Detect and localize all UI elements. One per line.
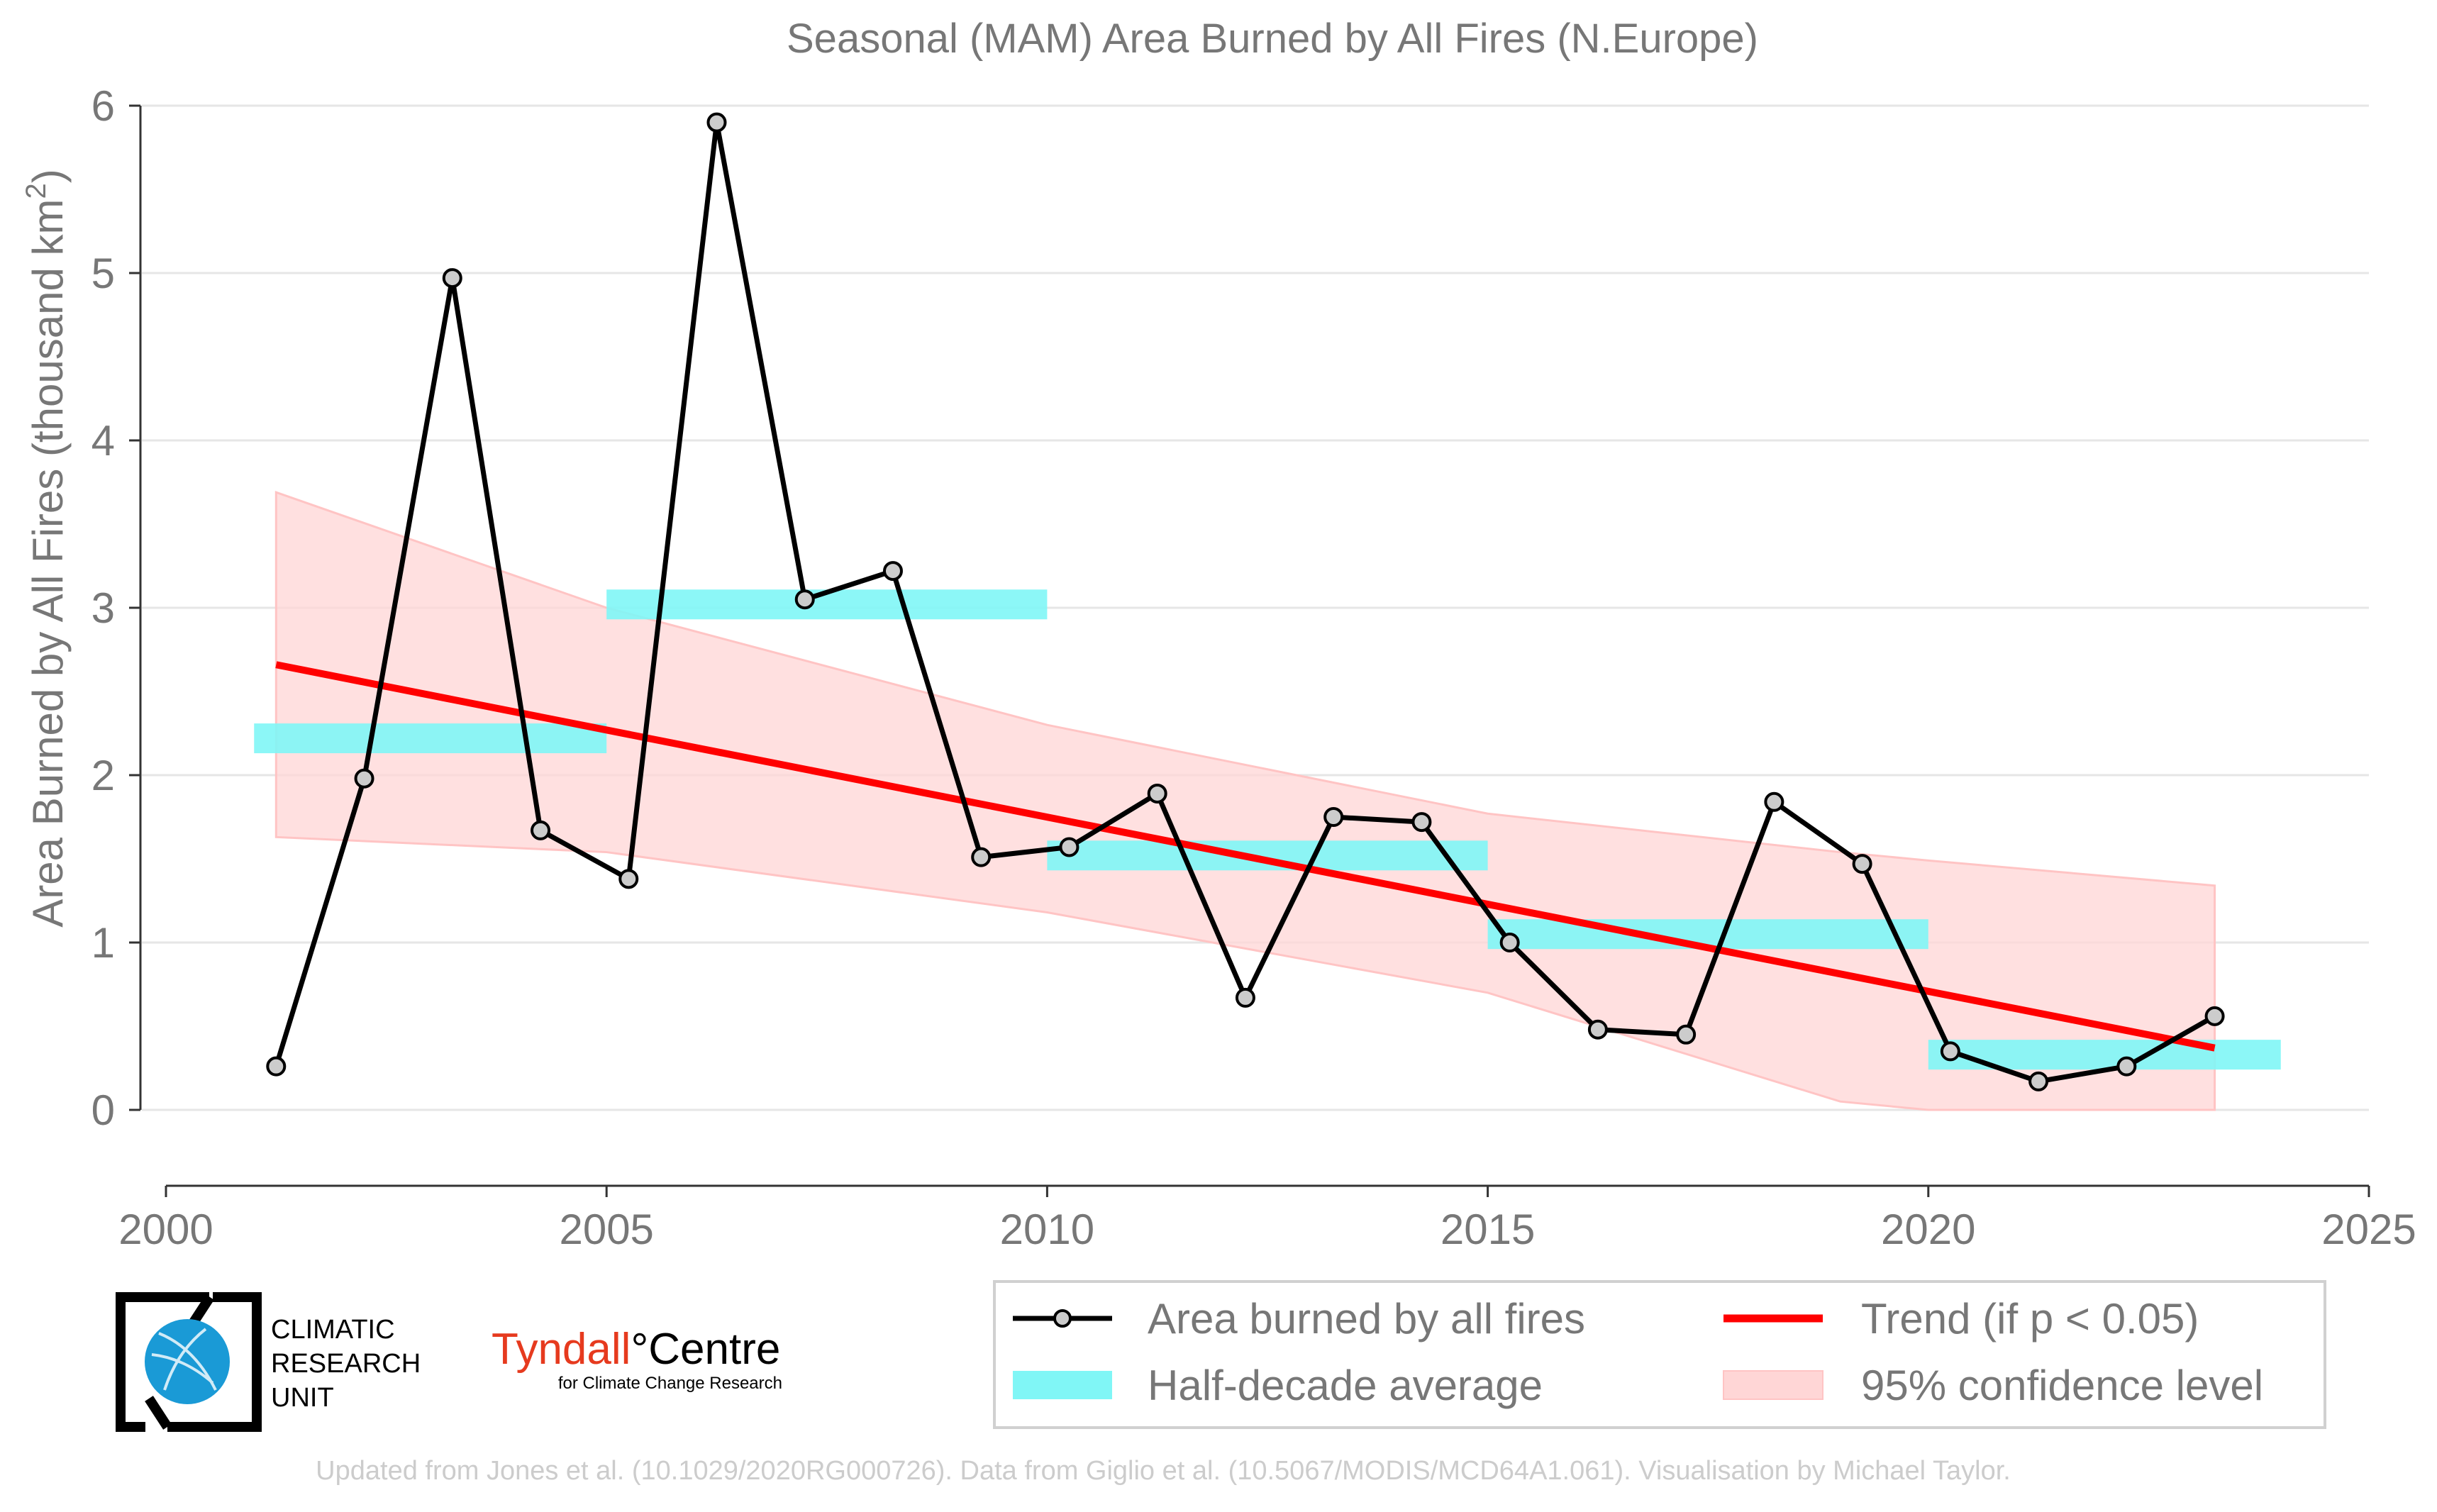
data-point [1764,791,1784,812]
y-axis-label: Area Burned by All Fires (thousand km2) [21,169,72,927]
x-tick-label: 2015 [1440,1206,1535,1253]
x-tick-label: 2025 [2321,1206,2416,1253]
y-tick-label: 3 [91,584,115,632]
area-burned-series [266,112,2225,1091]
data-point [1940,1041,1960,1062]
tyndall-centre-logo: Tyndall°Centre for Climate Change Resear… [492,1325,782,1393]
data-point [882,561,903,582]
data-point [1676,1024,1697,1045]
data-point [1147,783,1167,804]
half-decade-bar [1487,919,1928,950]
legend-label-half-decade: Half-decade average [1148,1362,1543,1409]
data-point [266,1056,287,1077]
data-point [971,847,992,867]
cru-logo: CLIMATIC RESEARCH UNIT [116,1292,421,1432]
data-point [1059,837,1079,857]
trend-line-group [275,661,2216,1052]
y-axis-label-superscript: 2 [21,183,52,199]
data-point [2028,1071,2049,1091]
cru-name-line3: UNIT [271,1383,334,1413]
x-tick-label: 2005 [559,1206,653,1253]
globe-icon [145,1319,230,1404]
footer-credits: Updated from Jones et al. (10.1029/2020R… [316,1456,2011,1486]
axes: 0 1 2 3 4 5 6 2000 2005 2010 2015 2020 2025 [91,82,2416,1253]
legend-label-confidence: 95% confidence level [1861,1362,2263,1409]
x-tick-label: 2010 [1000,1206,1094,1253]
tyndall-degree: ° [631,1325,648,1374]
y-tick-label: 5 [91,250,115,297]
legend-frame [993,1280,2326,1429]
data-point [2116,1056,2137,1077]
tyndall-centre-word: Centre [648,1325,780,1374]
y-axis-label-close: ) [24,169,72,183]
tyndall-name: Tyndall°Centre [492,1325,780,1374]
half-decade-bar [1047,840,1488,871]
data-point [794,589,815,610]
half-decade-bar [254,723,607,754]
legend-label-trend: Trend (if p < 0.05) [1861,1295,2199,1343]
cru-name-line2: RESEARCH [271,1349,421,1379]
data-point [1235,987,1255,1008]
data-point [354,768,374,789]
half-decade-bar [1928,1040,2281,1070]
chart-title: Seasonal (MAM) Area Burned by All Fires … [787,16,1758,62]
data-point [706,112,727,133]
cru-name-line1: CLIMATIC [271,1315,395,1345]
x-tick-label: 2020 [1881,1206,1975,1253]
legend: Area burned by all fires Half-decade ave… [993,1280,2326,1429]
globe-icon-meridians [151,1328,217,1391]
cru-logo-slash-bottom [145,1396,172,1430]
trend-line [275,661,2216,1052]
data-point [1323,807,1344,827]
x-tick-label: 2000 [118,1206,213,1253]
y-tick-label: 1 [91,919,115,967]
y-tick-label: 4 [91,417,115,465]
data-point [1411,812,1432,833]
y-tick-label: 2 [91,752,115,799]
data-point [1499,933,1520,952]
data-point [618,869,639,889]
data-point [1852,854,1872,874]
legend-swatch-series-marker [1053,1309,1072,1328]
legend-swatch-confidence [1723,1370,1823,1400]
y-tick-label: 0 [91,1086,115,1134]
data-point [531,820,551,840]
legend-label-series: Area burned by all fires [1148,1295,1585,1343]
data-point [1587,1019,1608,1040]
data-point [442,268,462,289]
y-tick-label: 6 [91,82,115,130]
data-point [2204,1006,2225,1026]
tyndall-subtitle: for Climate Change Research [558,1374,782,1393]
cru-logo-frame [116,1292,262,1432]
legend-swatch-half-decade [1013,1371,1112,1399]
